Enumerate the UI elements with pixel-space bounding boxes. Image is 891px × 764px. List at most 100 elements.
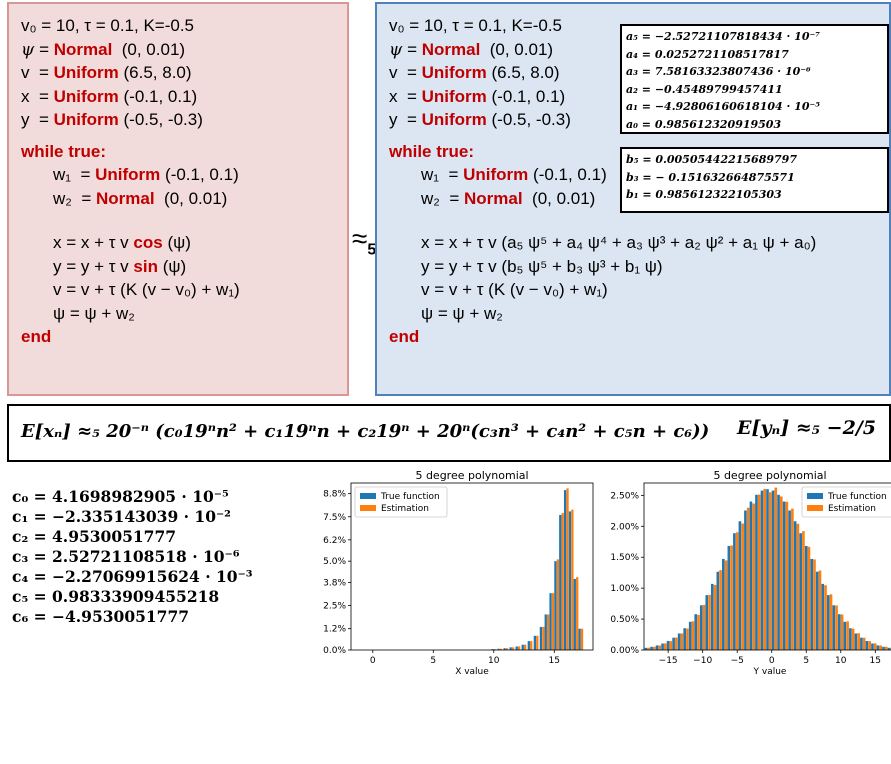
args: (-0.1, 0.1) xyxy=(491,86,566,106)
bar-true-function xyxy=(497,648,500,650)
dist: Uniform xyxy=(463,165,529,184)
end-keyword: end xyxy=(389,327,420,346)
c1-coeff: c₁ = −2.335143039 · 10⁻² xyxy=(12,507,231,526)
bar-estimation xyxy=(652,646,656,650)
x-tick-label: 15 xyxy=(549,656,560,666)
bar-estimation xyxy=(530,641,533,650)
args: (0, 0.01) xyxy=(489,39,554,59)
dist: Uniform xyxy=(53,110,119,129)
bar-true-function xyxy=(788,510,791,650)
args: (-0.1, 0.1) xyxy=(123,86,198,106)
x-tick-label: 0 xyxy=(370,656,376,666)
x-value-histogram: 5 degree polynomial 0 5 10 15 X value 0.0% 1.2%… xyxy=(323,469,594,677)
bar-estimation xyxy=(713,584,717,650)
bar-true-function xyxy=(554,561,557,650)
bar-estimation xyxy=(807,546,811,650)
y-tick-label: 7.5% xyxy=(323,513,346,523)
x-tick-label: −10 xyxy=(693,656,712,666)
plot-frame xyxy=(643,482,891,651)
var: y xyxy=(21,110,30,129)
dist: Uniform xyxy=(421,86,487,106)
bar-true-function xyxy=(876,645,880,650)
x-update-pre: x = x + τ v xyxy=(53,233,134,252)
bar-true-function xyxy=(677,633,681,650)
bar-estimation xyxy=(697,614,700,650)
bar-true-function xyxy=(804,545,808,650)
c4-coeff: c₄ = −2.27069915624 · 10⁻³ xyxy=(12,567,253,586)
dist: Normal xyxy=(53,39,113,59)
var: ψ xyxy=(389,39,403,60)
y-tick-label: 6.2% xyxy=(323,536,346,546)
var: w₂ xyxy=(421,188,440,208)
bar-true-function xyxy=(666,640,670,650)
var: w₂ xyxy=(53,188,72,208)
y-tick-label: 1.50% xyxy=(610,553,639,563)
sin-fn: sin xyxy=(133,256,158,276)
bar-estimation xyxy=(493,649,497,650)
bar-estimation xyxy=(824,585,827,650)
y-tick-label: 8.8% xyxy=(323,490,346,500)
bar-estimation xyxy=(542,626,545,650)
var: v xyxy=(21,63,30,82)
bar-estimation xyxy=(868,641,872,650)
bar-true-function xyxy=(578,628,581,650)
bar-true-function xyxy=(688,621,692,650)
bar-true-function xyxy=(854,633,858,650)
bar-estimation xyxy=(686,628,689,650)
b1-coeff: b₁ = 0.985612322105303 xyxy=(626,188,782,201)
bar-estimation xyxy=(735,532,739,650)
bar-true-function xyxy=(544,614,547,650)
y-init-line: y = Uniform (-0.5, -0.3) xyxy=(389,110,571,129)
v-init-line: v = Uniform (6.5, 8.0) xyxy=(389,63,560,82)
params-line: v₀ = 10, τ = 0.1, K=-0.5 xyxy=(21,16,195,35)
bar-estimation xyxy=(785,501,789,650)
args: (6.5, 8.0) xyxy=(123,63,192,82)
bar-estimation xyxy=(499,648,503,650)
bar-true-function xyxy=(521,644,524,650)
x-tick-label: 15 xyxy=(870,656,881,666)
legend-label-estimation: Estimation xyxy=(828,504,876,514)
w2-line: w₂ = Normal (0, 0.01) xyxy=(421,188,596,208)
y-tick-label: 2.00% xyxy=(610,522,639,532)
y-tick-label: 2.5% xyxy=(323,602,346,612)
args: (0, 0.01) xyxy=(532,188,596,208)
dist: Normal xyxy=(421,39,481,59)
psi-update-line: ψ = ψ + w₂ xyxy=(421,303,503,323)
dist: Uniform xyxy=(95,165,161,184)
y-tick-label: 0.50% xyxy=(610,615,639,625)
b-coefficients-box: b₅ = 0.00505442215689797 b₃ = − 0.151632… xyxy=(620,147,889,213)
a0-coeff: a₀ = 0.985612320919503 xyxy=(626,117,782,131)
bar-estimation xyxy=(879,645,883,650)
bar-estimation xyxy=(691,621,695,650)
bar-true-function xyxy=(573,578,576,650)
x-tick-label: 0 xyxy=(769,656,775,666)
w2-line: w₂ = Normal (0, 0.01) xyxy=(53,188,228,208)
bar-estimation xyxy=(802,531,805,650)
c6-coeff: c₆ = −4.9530051777 xyxy=(12,607,190,626)
bar-true-function xyxy=(744,510,747,650)
x-update-line: x = x + τ v (a₅ ψ⁵ + a₄ ψ⁴ + a₃ ψ³ + a₂ … xyxy=(421,233,817,252)
y-tick-label: 1.2% xyxy=(323,625,346,635)
bar-estimation xyxy=(746,507,750,650)
x-update-line: x = x + τ v cos (ψ) xyxy=(21,231,240,255)
bar-true-function xyxy=(838,614,841,650)
bar-estimation xyxy=(669,641,673,650)
bar-true-function xyxy=(661,643,664,650)
bar-estimation xyxy=(647,647,651,650)
bar-true-function xyxy=(821,583,825,650)
bar-true-function xyxy=(738,521,742,650)
bar-estimation xyxy=(517,646,521,650)
bar-true-function xyxy=(527,641,530,650)
bar-true-function xyxy=(539,626,543,650)
bar-true-function xyxy=(533,635,537,650)
bar-true-function xyxy=(563,490,567,650)
var: w₁ xyxy=(53,165,72,184)
bar-true-function xyxy=(491,649,494,650)
y-update-pre: y = y + τ v xyxy=(53,256,134,276)
legend-label-true-function: True function xyxy=(380,492,440,502)
bar-true-function xyxy=(843,621,847,650)
dist: Uniform xyxy=(53,86,119,106)
bar-true-function xyxy=(755,494,758,650)
end-keyword: end xyxy=(21,327,52,346)
y-tick-label: 3.8% xyxy=(323,578,346,588)
